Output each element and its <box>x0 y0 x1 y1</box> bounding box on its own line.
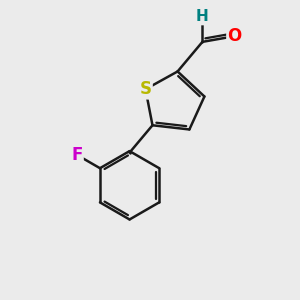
Text: H: H <box>196 9 209 24</box>
Text: S: S <box>140 80 152 98</box>
Text: O: O <box>227 27 242 45</box>
Text: F: F <box>71 146 82 164</box>
